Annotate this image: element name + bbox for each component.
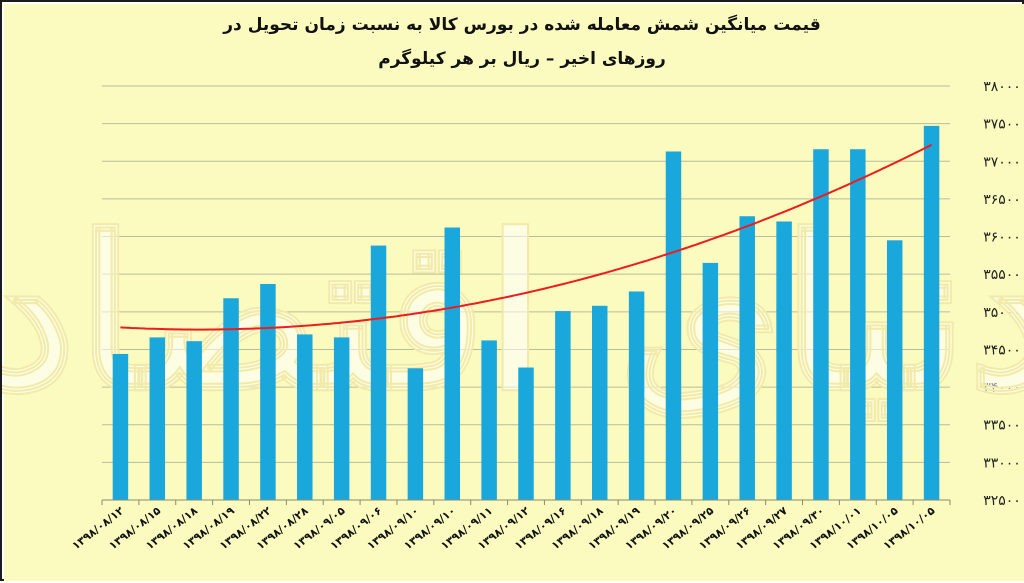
trendline — [120, 143, 933, 331]
bar — [333, 337, 350, 500]
bar — [149, 337, 166, 500]
y-tick-label: ۳۳۰۰۰ — [983, 455, 1021, 471]
bar — [407, 368, 424, 500]
y-tick-label: ۳۸۰۰۰ — [983, 79, 1021, 95]
bar — [923, 125, 940, 501]
y-tick-label: ۳۳۵۰۰ — [983, 418, 1021, 434]
bar — [739, 216, 755, 501]
y-tick-label: ۳۵۰۰۰ — [983, 305, 1021, 321]
bar — [886, 240, 903, 501]
bar — [444, 227, 461, 500]
y-tick-label: ۳۲۵۰۰ — [983, 493, 1021, 509]
bar — [591, 305, 608, 500]
bar — [223, 298, 239, 500]
bar — [370, 245, 387, 500]
y-tick-label: ۳۷۵۰۰ — [983, 117, 1021, 133]
y-tick-label: ۳۶۰۰۰ — [983, 230, 1021, 246]
chart-title-line: قیمت میانگین شمش معامله شده در بورس کالا… — [222, 14, 820, 35]
bar — [665, 151, 682, 500]
y-tick-label: ۳۷۰۰۰ — [983, 154, 1021, 170]
y-tick-label: ۳۶۵۰۰ — [983, 192, 1021, 208]
bar — [702, 262, 719, 500]
y-tick-label: ۳۴۰۰۰ — [983, 380, 1021, 396]
chart-title-line: روزهای اخیر – ریال بر هر کیلوگرم — [378, 48, 665, 69]
bar — [776, 221, 792, 500]
bar — [112, 353, 129, 500]
bar — [518, 367, 534, 500]
bar — [628, 291, 645, 500]
bar — [813, 149, 829, 500]
bar — [850, 149, 866, 500]
bar — [481, 340, 497, 500]
y-tick-label: ۳۴۵۰۰ — [983, 342, 1021, 358]
y-tick-label: ۳۵۵۰۰ — [983, 267, 1021, 283]
bar — [260, 283, 276, 500]
bar — [555, 311, 571, 500]
bar — [186, 341, 202, 500]
bar — [297, 334, 313, 500]
